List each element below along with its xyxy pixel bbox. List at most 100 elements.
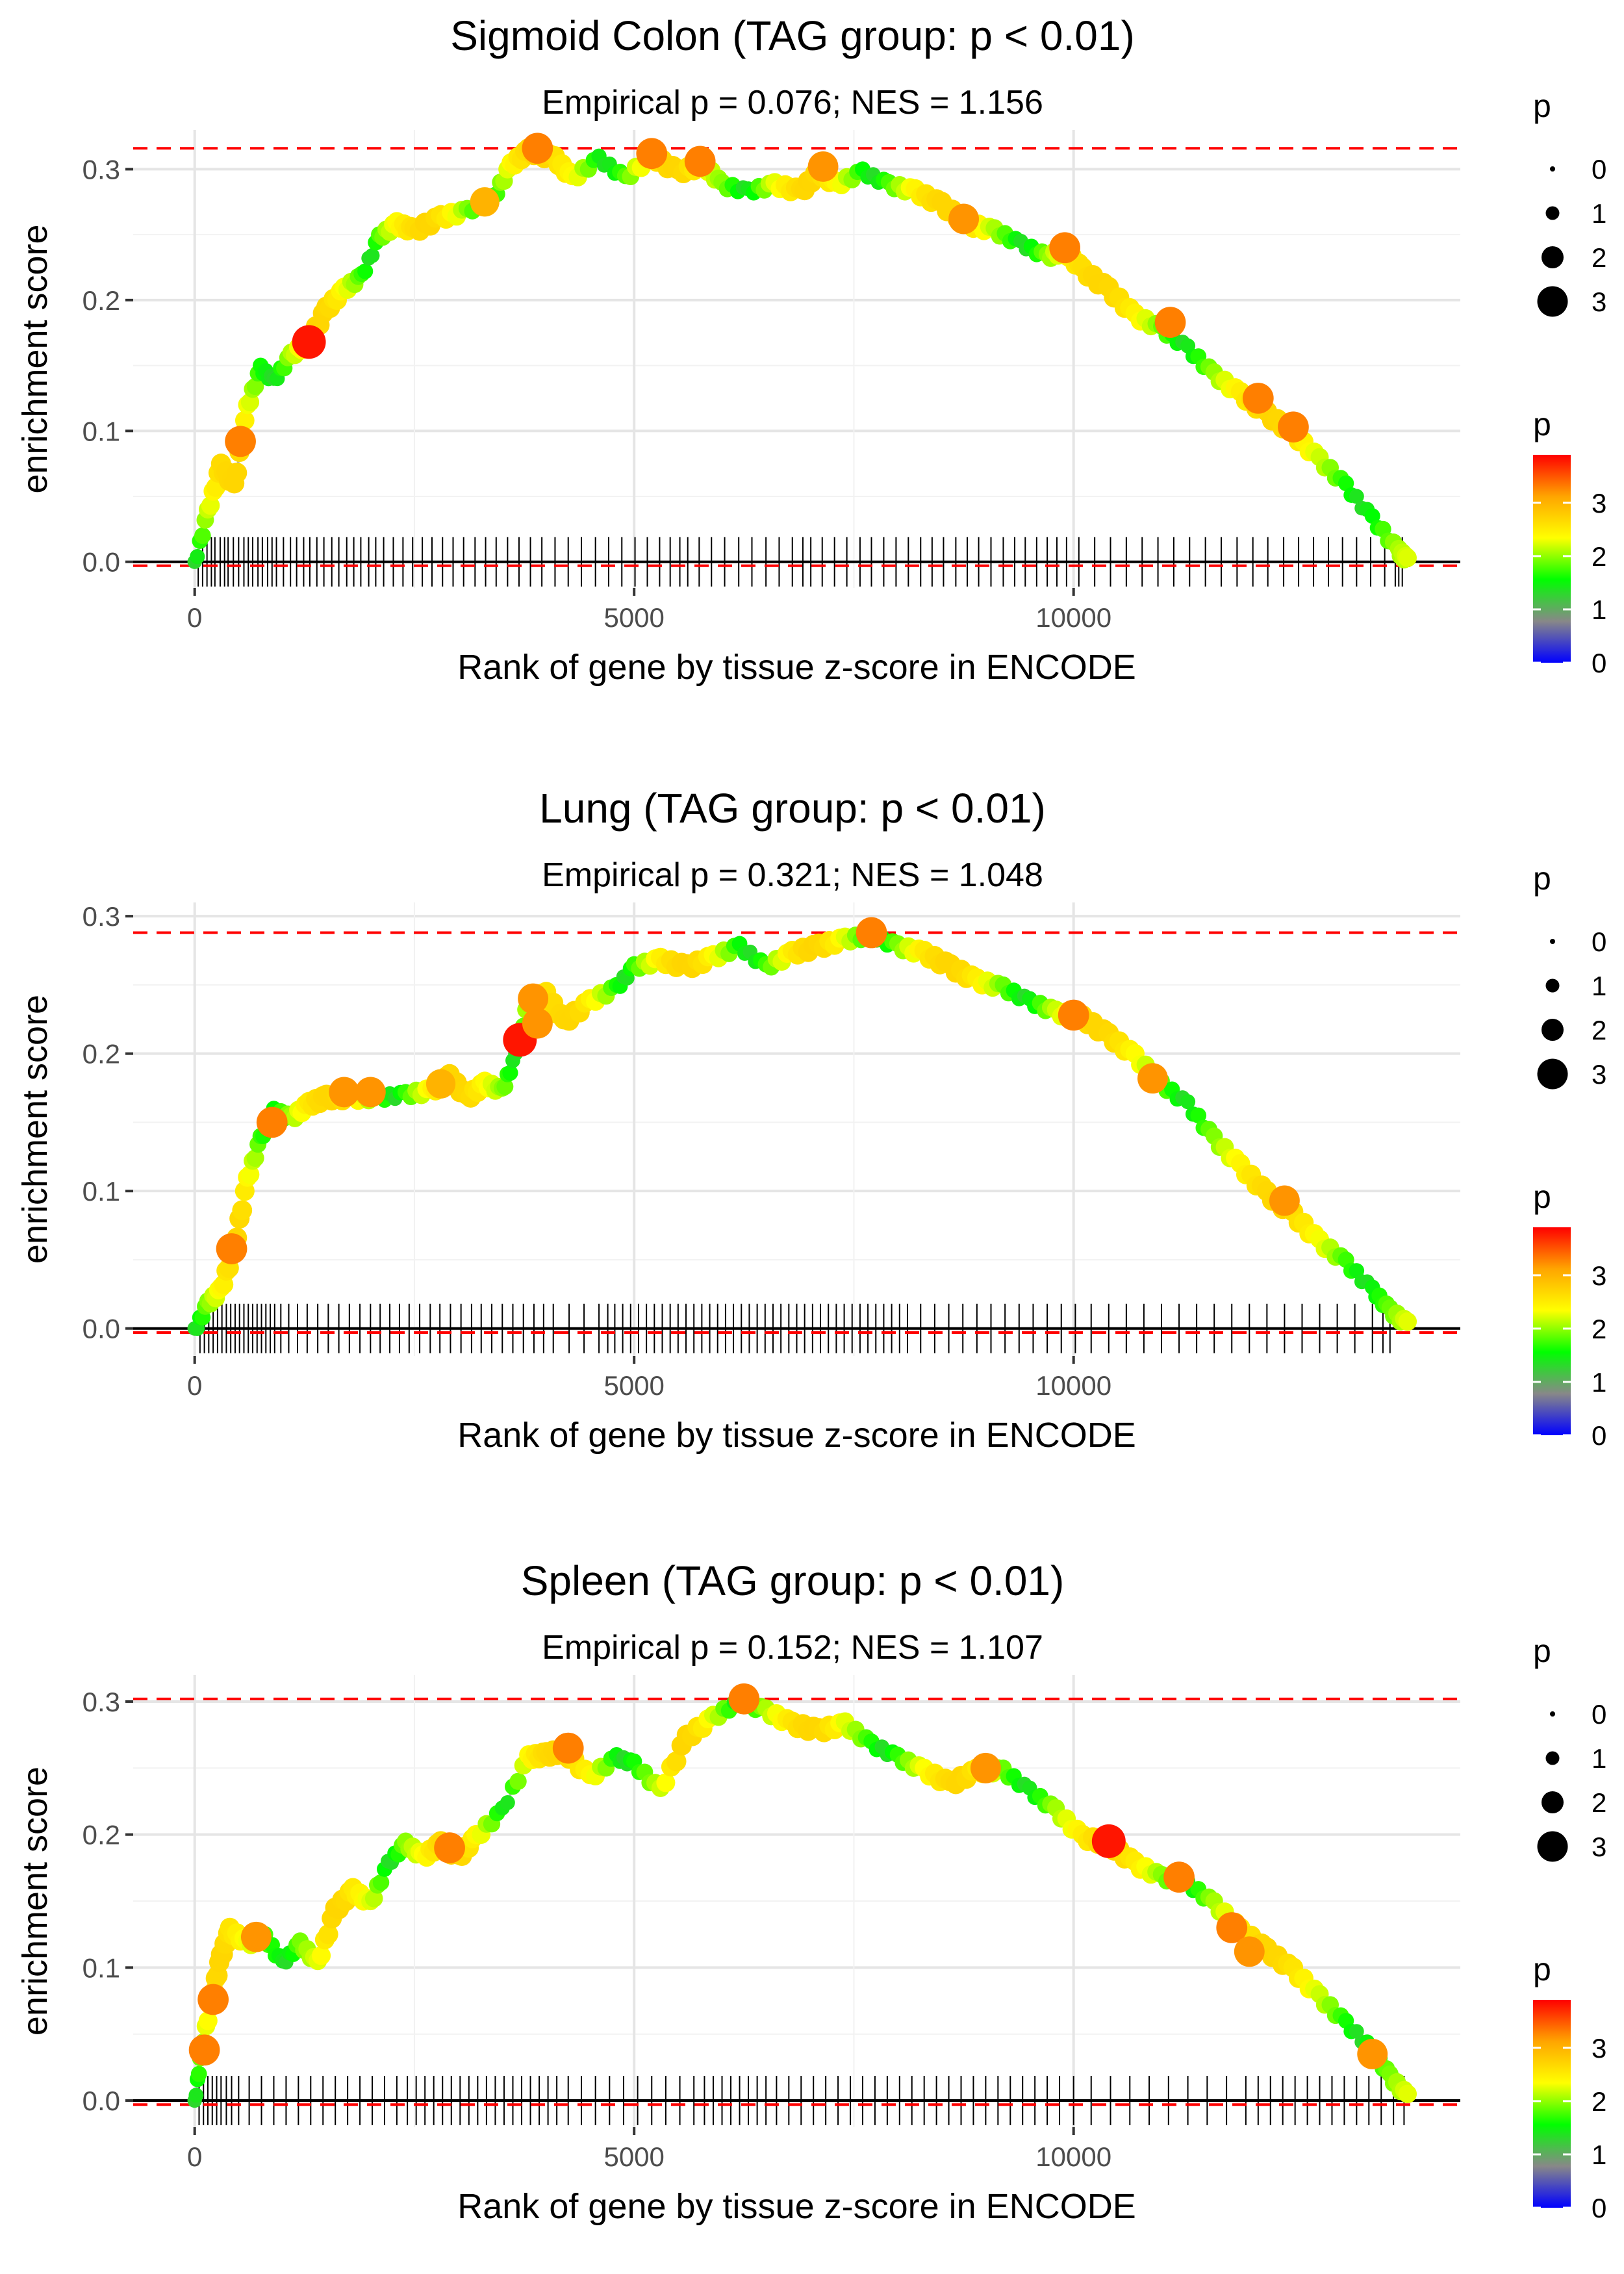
highlight-point xyxy=(552,1732,584,1764)
x-tick-label: 5000 xyxy=(603,602,664,633)
color-legend-title: p xyxy=(1533,406,1551,442)
size-legend-key xyxy=(1545,206,1560,220)
data-point xyxy=(364,1889,383,1908)
x-axis-label: Rank of gene by tissue z-score in ENCODE xyxy=(457,1416,1136,1455)
data-point xyxy=(194,527,211,544)
highlight-point xyxy=(470,187,500,217)
data-point xyxy=(311,1946,331,1965)
highlight-point xyxy=(1163,1861,1195,1893)
enrichment-plot: 0.0 0.1 0.2 0.3 0 5000 10000 Rank of gene by ti… xyxy=(16,88,1606,687)
data-point xyxy=(201,496,220,515)
highlight-point xyxy=(684,146,716,177)
data-point xyxy=(1338,475,1354,492)
highlight-point xyxy=(1216,1912,1248,1943)
data-point xyxy=(509,1772,527,1790)
size-legend-label: 1 xyxy=(1592,1743,1606,1774)
data-point xyxy=(1190,1107,1207,1124)
highlight-point xyxy=(522,133,553,164)
data-point xyxy=(1398,1312,1417,1331)
size-legend-label: 0 xyxy=(1592,154,1606,185)
data-point xyxy=(240,1165,260,1184)
data-point xyxy=(190,549,205,565)
color-gradient-bar xyxy=(1533,1227,1571,1435)
y-tick-label: 0.2 xyxy=(82,285,120,316)
color-legend-label: 3 xyxy=(1592,2033,1606,2063)
size-legend-key xyxy=(1542,1019,1564,1041)
highlight-point xyxy=(1357,2038,1388,2069)
highlight-point xyxy=(970,1752,1001,1783)
enrichment-plot: 0.0 0.1 0.2 0.3 0 5000 10000 Rank of gene by ti… xyxy=(16,860,1606,1455)
x-tick-label: 10000 xyxy=(1035,602,1111,633)
x-tick-label: 0 xyxy=(187,2141,202,2172)
size-legend-label: 0 xyxy=(1592,1699,1606,1730)
highlight-point xyxy=(225,426,256,457)
highlight-point xyxy=(329,1077,360,1108)
data-point xyxy=(500,1795,515,1810)
y-tick-label: 0.3 xyxy=(82,154,120,185)
data-point xyxy=(1398,548,1417,567)
color-legend-label: 3 xyxy=(1592,1260,1606,1291)
highlight-point xyxy=(240,1921,272,1952)
highlight-point xyxy=(728,1683,760,1715)
size-legend-key xyxy=(1550,1711,1555,1717)
color-legend-label: 1 xyxy=(1592,2140,1606,2170)
series-line xyxy=(194,931,1409,1330)
y-axis-label: enrichment score xyxy=(16,224,55,493)
data-point xyxy=(666,1751,687,1772)
chart-subtitle: Empirical p = 0.152; NES = 1.107 xyxy=(542,1629,1043,1667)
panel-spleen: Spleen (TAG group: p < 0.01) Empirical p… xyxy=(0,1516,1624,2274)
y-axis-label: enrichment score xyxy=(16,1767,55,2036)
highlight-point xyxy=(518,983,549,1014)
size-legend-key xyxy=(1550,166,1555,172)
highlight-point xyxy=(425,1069,456,1099)
series-line xyxy=(193,146,1409,563)
chart-title: Sigmoid Colon (TAG group: p < 0.01) xyxy=(450,12,1135,59)
color-gradient-bar xyxy=(1533,455,1571,663)
chart-subtitle: Empirical p = 0.321; NES = 1.048 xyxy=(542,856,1043,894)
chart-title: Lung (TAG group: p < 0.01) xyxy=(539,785,1046,832)
size-legend-key xyxy=(1542,1791,1564,1813)
highlight-point xyxy=(522,1008,553,1039)
data-point xyxy=(364,248,380,263)
data-point xyxy=(318,1924,338,1945)
color-legend-label: 0 xyxy=(1592,648,1606,678)
chart-title: Spleen (TAG group: p < 0.01) xyxy=(520,1557,1065,1604)
x-tick-label: 10000 xyxy=(1035,1370,1111,1401)
size-legend-label: 0 xyxy=(1592,926,1606,957)
data-point xyxy=(198,2011,218,2030)
color-gradient-bar xyxy=(1533,2000,1571,2208)
size-legend-title: p xyxy=(1533,860,1551,897)
highlight-point xyxy=(197,1984,229,2015)
color-legend-label: 1 xyxy=(1592,594,1606,625)
color-legend-label: 2 xyxy=(1592,2086,1606,2117)
enrichment-plot: 0.0 0.1 0.2 0.3 0 5000 10000 Rank of gene by ti… xyxy=(16,1633,1606,2226)
color-legend-label: 3 xyxy=(1592,488,1606,518)
data-point xyxy=(502,1065,518,1081)
highlight-point xyxy=(216,1233,247,1264)
size-legend-label: 2 xyxy=(1592,1787,1606,1818)
size-legend-label: 3 xyxy=(1592,1059,1606,1090)
highlight-point xyxy=(807,151,839,182)
y-tick-label: 0.2 xyxy=(82,1820,120,1850)
highlight-point xyxy=(434,1832,465,1863)
color-legend-label: 2 xyxy=(1592,541,1606,572)
panel-sigmoid-colon: Sigmoid Colon (TAG group: p < 0.01) Empi… xyxy=(0,0,1624,758)
size-legend-key xyxy=(1537,286,1568,317)
highlight-point xyxy=(292,325,326,359)
highlight-point xyxy=(636,138,668,170)
size-legend-key xyxy=(1537,1058,1568,1090)
highlight-point xyxy=(1058,999,1089,1031)
data-point xyxy=(656,1773,676,1793)
y-tick-label: 0.0 xyxy=(82,547,120,578)
color-legend-label: 0 xyxy=(1592,1420,1606,1451)
y-tick-label: 0.1 xyxy=(82,416,120,446)
x-tick-label: 10000 xyxy=(1035,2141,1111,2172)
y-tick-label: 0.2 xyxy=(82,1039,120,1069)
data-point xyxy=(246,1149,264,1168)
size-legend-title: p xyxy=(1533,88,1551,124)
y-tick-label: 0.0 xyxy=(82,1314,120,1344)
data-point xyxy=(235,411,255,431)
data-point xyxy=(357,263,374,279)
size-legend-key xyxy=(1545,1751,1560,1765)
x-tick-label: 5000 xyxy=(603,2141,664,2172)
